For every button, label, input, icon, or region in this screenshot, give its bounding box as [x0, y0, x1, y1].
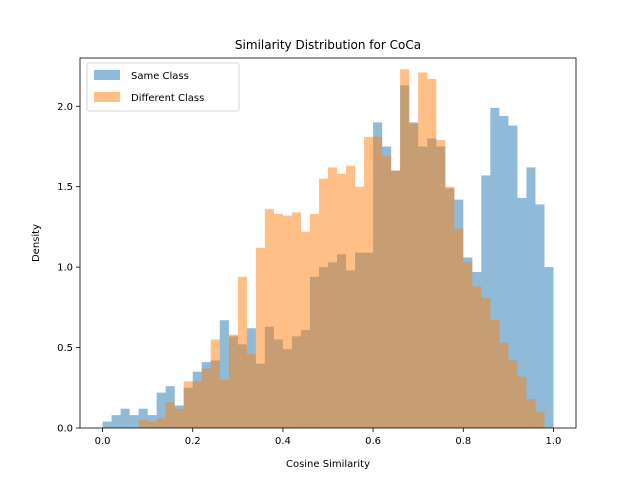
legend-frame	[86, 62, 240, 112]
bars-layer	[102, 69, 554, 429]
x-tick-label: 0.6	[365, 436, 381, 447]
x-tick-label: 0.4	[275, 436, 291, 447]
histogram-bar	[147, 421, 157, 428]
histogram-bar	[499, 342, 509, 428]
histogram-bar	[246, 354, 256, 428]
histogram-bar	[409, 123, 419, 429]
histogram-bar	[508, 125, 518, 428]
histogram-bar	[138, 419, 148, 428]
histogram-bar	[535, 411, 545, 428]
histogram-bar	[364, 136, 374, 428]
histogram-bar	[517, 197, 527, 428]
histogram-bar	[544, 267, 554, 428]
legend-label-same-class: Same Class	[131, 71, 189, 82]
histogram-bar	[255, 247, 265, 428]
histogram-bar	[111, 415, 121, 428]
histogram-bar	[418, 72, 428, 428]
histogram-bar	[400, 69, 410, 428]
histogram-bar	[138, 408, 148, 428]
histogram-bar	[210, 339, 220, 428]
y-tick-label: 1.0	[57, 263, 73, 274]
histogram-bar	[156, 392, 166, 428]
histogram-bar	[373, 136, 383, 428]
histogram-bar	[535, 204, 545, 428]
histogram-bar	[219, 379, 229, 428]
histogram-bar	[445, 186, 455, 428]
histogram-bar	[391, 170, 401, 429]
histogram-bar	[165, 402, 175, 428]
histogram-bar	[129, 415, 139, 428]
histogram-bar	[228, 334, 238, 428]
y-tick-label: 0.0	[57, 424, 73, 435]
histogram-bar	[237, 276, 247, 428]
x-tick-label: 0.2	[185, 436, 201, 447]
histogram-bar	[102, 421, 112, 428]
legend: Same Class Different Class	[86, 62, 240, 112]
histogram-bar	[156, 418, 166, 428]
histogram-bar	[318, 178, 329, 428]
histogram-bar	[183, 381, 193, 428]
x-tick-label: 0.8	[455, 436, 471, 447]
histogram-bar	[517, 376, 527, 428]
histogram-bar	[454, 228, 464, 428]
legend-swatch-same-class	[94, 70, 120, 80]
histogram-bar	[472, 286, 482, 428]
histogram-bar	[499, 115, 509, 428]
histogram-bar	[201, 368, 211, 428]
histogram-bar	[300, 231, 311, 428]
histogram-bar	[219, 320, 229, 428]
histogram-bar	[490, 320, 500, 428]
y-axis-title: Density	[31, 224, 42, 262]
x-tick-label: 1.0	[546, 436, 562, 447]
chart-title: Similarity Distribution for CoCa	[235, 38, 421, 52]
histogram-bar	[526, 399, 536, 428]
histogram-bar	[463, 262, 473, 428]
histogram-bar	[427, 78, 437, 428]
histogram-bar	[264, 209, 274, 428]
y-tick-label: 2.0	[57, 102, 73, 113]
y-tick-label: 0.5	[57, 343, 73, 354]
histogram-bar	[192, 381, 202, 428]
histogram-bar	[291, 212, 301, 428]
plot-frame	[79, 57, 577, 429]
y-tick-label: 1.5	[57, 182, 73, 193]
histogram-bar	[282, 215, 292, 428]
histogram-bar	[481, 297, 491, 428]
histogram-bar	[147, 415, 157, 428]
histogram-bar	[436, 140, 446, 429]
histogram-bar	[120, 408, 130, 428]
histogram-bar	[526, 167, 536, 428]
histogram-bar	[508, 360, 518, 428]
histogram-bar	[309, 214, 320, 428]
y-axis: 0.0 0.5 1.0 1.5 2.0	[57, 102, 80, 435]
histogram-bar	[174, 408, 184, 428]
legend-swatch-different-class	[94, 92, 120, 102]
legend-label-different-class: Different Class	[131, 93, 204, 104]
histogram-bar	[328, 167, 338, 428]
x-tick-label: 0.0	[95, 436, 111, 447]
series-different-class	[138, 69, 545, 429]
histogram-bar	[346, 165, 356, 428]
histogram-bar	[273, 214, 283, 428]
x-axis: 0.0 0.2 0.4 0.6 0.8 1.0	[95, 428, 562, 447]
histogram-bar	[337, 173, 347, 428]
histogram-bar	[382, 156, 392, 428]
x-axis-title: Cosine Similarity	[286, 459, 370, 470]
histogram-bar	[490, 107, 500, 429]
histogram-bar	[355, 186, 365, 428]
